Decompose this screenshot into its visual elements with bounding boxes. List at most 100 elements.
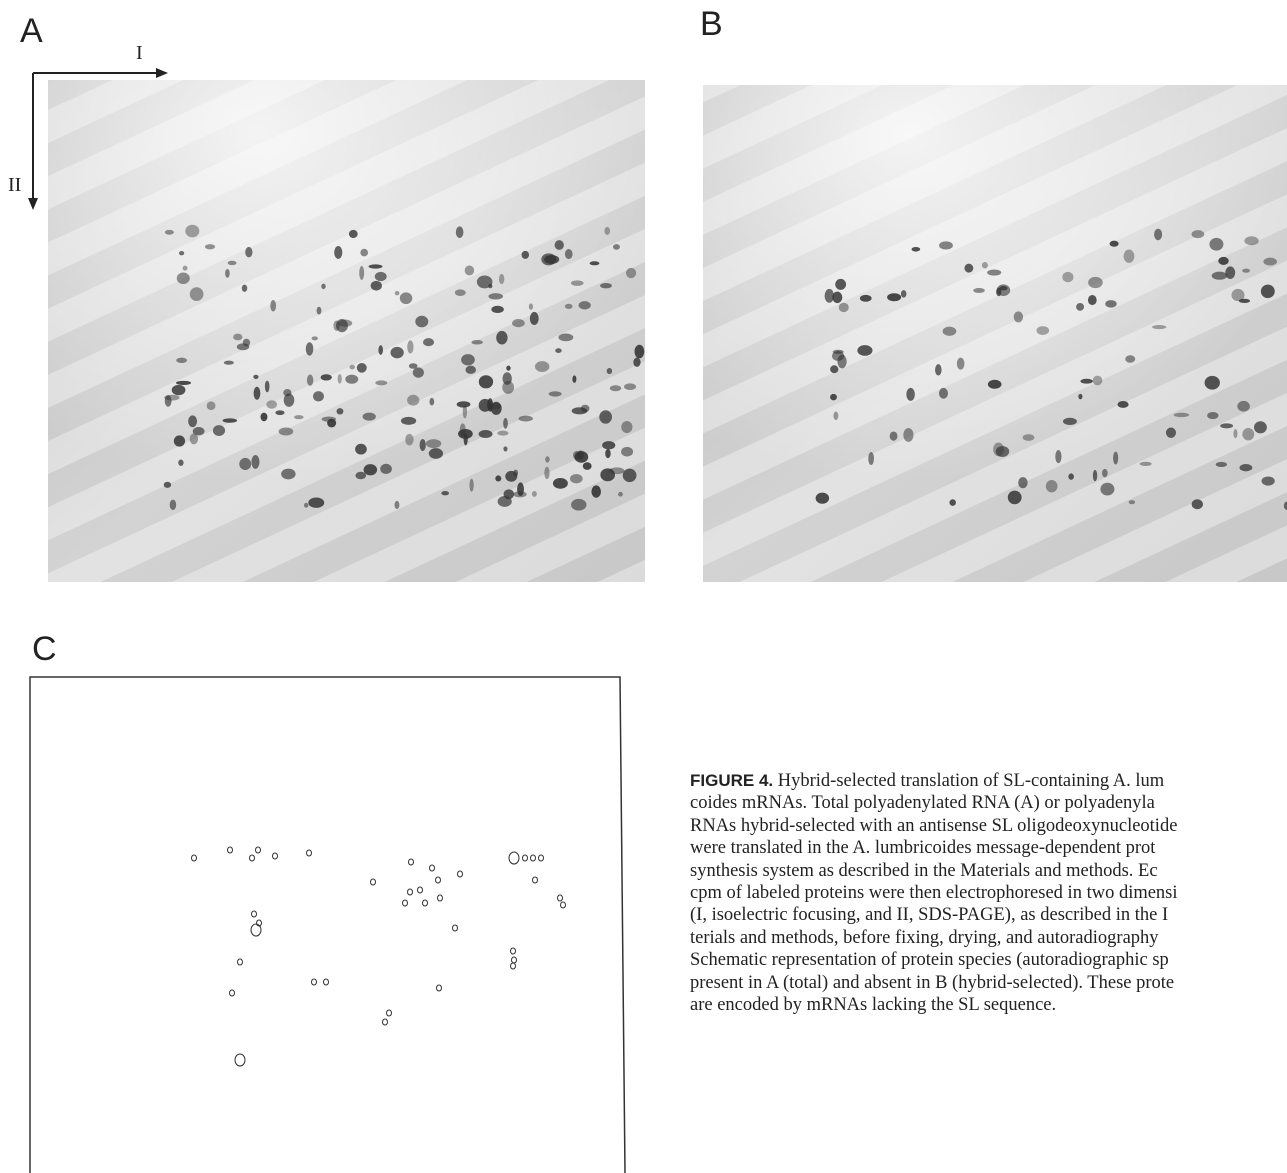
- figure-caption: FIGURE 4. Hybrid-selected translation of…: [690, 770, 1287, 1016]
- gel-spot: [308, 498, 324, 508]
- gel-spot: [602, 441, 615, 449]
- gel-spot: [178, 460, 183, 466]
- gel-spot: [469, 479, 473, 492]
- caption-text: present in A (total) and absent in B (hy…: [690, 973, 1174, 993]
- schematic-spot: [273, 853, 278, 859]
- gel-spot: [545, 456, 550, 462]
- gel-spot: [503, 446, 507, 451]
- gel-spot: [973, 288, 985, 293]
- gel-spot: [359, 266, 364, 280]
- gel-spot: [461, 354, 475, 365]
- gel-spot: [391, 347, 404, 358]
- gel-spot: [1129, 500, 1135, 504]
- gel-spot: [1014, 311, 1023, 322]
- gel-spot: [609, 467, 624, 474]
- gel-spot: [307, 375, 313, 386]
- gel-spot: [1212, 272, 1228, 280]
- gel-spot: [245, 247, 252, 257]
- gel-spot: [233, 334, 242, 341]
- gel-spot: [1063, 418, 1077, 425]
- schematic-spot: [371, 879, 376, 885]
- gel-spot: [394, 501, 399, 509]
- gel-spot: [279, 428, 294, 436]
- gel-spot: [334, 246, 342, 259]
- gel-spot: [488, 293, 503, 299]
- gel-spot: [572, 407, 588, 414]
- gel-spot: [887, 293, 901, 301]
- gel-spot: [321, 284, 325, 290]
- schematic-spot: [250, 855, 255, 861]
- gel-spot: [1140, 462, 1152, 466]
- gel-spot: [1113, 452, 1118, 465]
- gel-spot: [441, 491, 449, 495]
- gel-spot: [949, 499, 955, 506]
- gel-spot: [499, 274, 504, 284]
- gel-spot: [497, 431, 508, 436]
- caption-line: cpm of labeled proteins were then electr…: [690, 882, 1287, 904]
- gel-spot: [901, 290, 907, 297]
- caption-text: Hybrid-selected translation of SL-contai…: [773, 771, 1164, 791]
- gel-spot: [1088, 295, 1097, 305]
- caption-text: synthesis system as described in the Mat…: [690, 861, 1158, 881]
- gel-spot: [463, 405, 467, 418]
- gel-spot: [251, 455, 259, 469]
- gel-spot: [553, 478, 568, 489]
- gel-spot: [579, 301, 591, 309]
- gel-spot: [349, 365, 354, 370]
- gel-spot: [610, 385, 621, 391]
- gel-spot: [1231, 289, 1244, 301]
- gel-spot: [1125, 355, 1135, 362]
- gel-spot: [253, 375, 258, 379]
- schematic-spot: [438, 895, 443, 901]
- gel-spot: [1205, 376, 1220, 390]
- gel-spot: [380, 464, 392, 474]
- gel-spot: [544, 467, 549, 479]
- gel-spot: [176, 381, 191, 385]
- caption-line: RNAs hybrid-selected with an antisense S…: [690, 815, 1287, 837]
- caption-line: FIGURE 4. Hybrid-selected translation of…: [690, 770, 1287, 792]
- schematic-spot: [192, 855, 197, 861]
- gel-spot: [1174, 413, 1189, 417]
- gel-spot: [429, 398, 434, 406]
- gel-spot: [176, 358, 187, 363]
- gel-spot: [1124, 250, 1135, 263]
- gel-spot: [860, 295, 872, 302]
- gel-spot: [360, 249, 368, 257]
- gel-spot: [1154, 229, 1162, 241]
- gel-spot: [460, 423, 466, 436]
- gel-spot: [369, 264, 383, 268]
- schematic-spot: [230, 990, 235, 996]
- gel-spot: [188, 415, 197, 427]
- panel-label: C: [32, 630, 57, 669]
- gel-spot: [479, 375, 493, 388]
- gel-spot: [571, 499, 586, 511]
- gel-spot: [313, 391, 324, 401]
- gel-spot: [1237, 401, 1250, 412]
- gel-spot: [1166, 428, 1176, 438]
- gel-spot: [190, 433, 198, 444]
- gel-spot: [239, 458, 251, 470]
- gel-spot: [1242, 428, 1254, 440]
- schematic-spot: [558, 895, 563, 901]
- caption-text: RNAs hybrid-selected with an antisense S…: [690, 816, 1177, 836]
- gel-spot: [465, 265, 474, 275]
- gel-spot: [987, 269, 1001, 275]
- schematic-spot: [531, 855, 536, 861]
- gel-spot: [294, 415, 304, 419]
- caption-text: were translated in the A. lumbricoides m…: [690, 838, 1155, 858]
- gel-spot: [284, 393, 295, 406]
- gel-spot: [503, 418, 508, 429]
- gel-spot: [405, 434, 413, 446]
- gel-spot: [336, 408, 343, 414]
- gel-spot: [172, 385, 186, 395]
- gel-spot: [338, 374, 342, 384]
- gel-spot: [1093, 376, 1103, 386]
- gel-spot: [375, 272, 387, 281]
- gel-spot: [213, 425, 225, 436]
- schematic-spot: [409, 859, 414, 865]
- gel-spot: [600, 283, 612, 288]
- gel-spot: [1218, 257, 1228, 265]
- gel-spot: [357, 363, 367, 373]
- gel-spot: [626, 268, 636, 278]
- gel-spot: [555, 348, 562, 353]
